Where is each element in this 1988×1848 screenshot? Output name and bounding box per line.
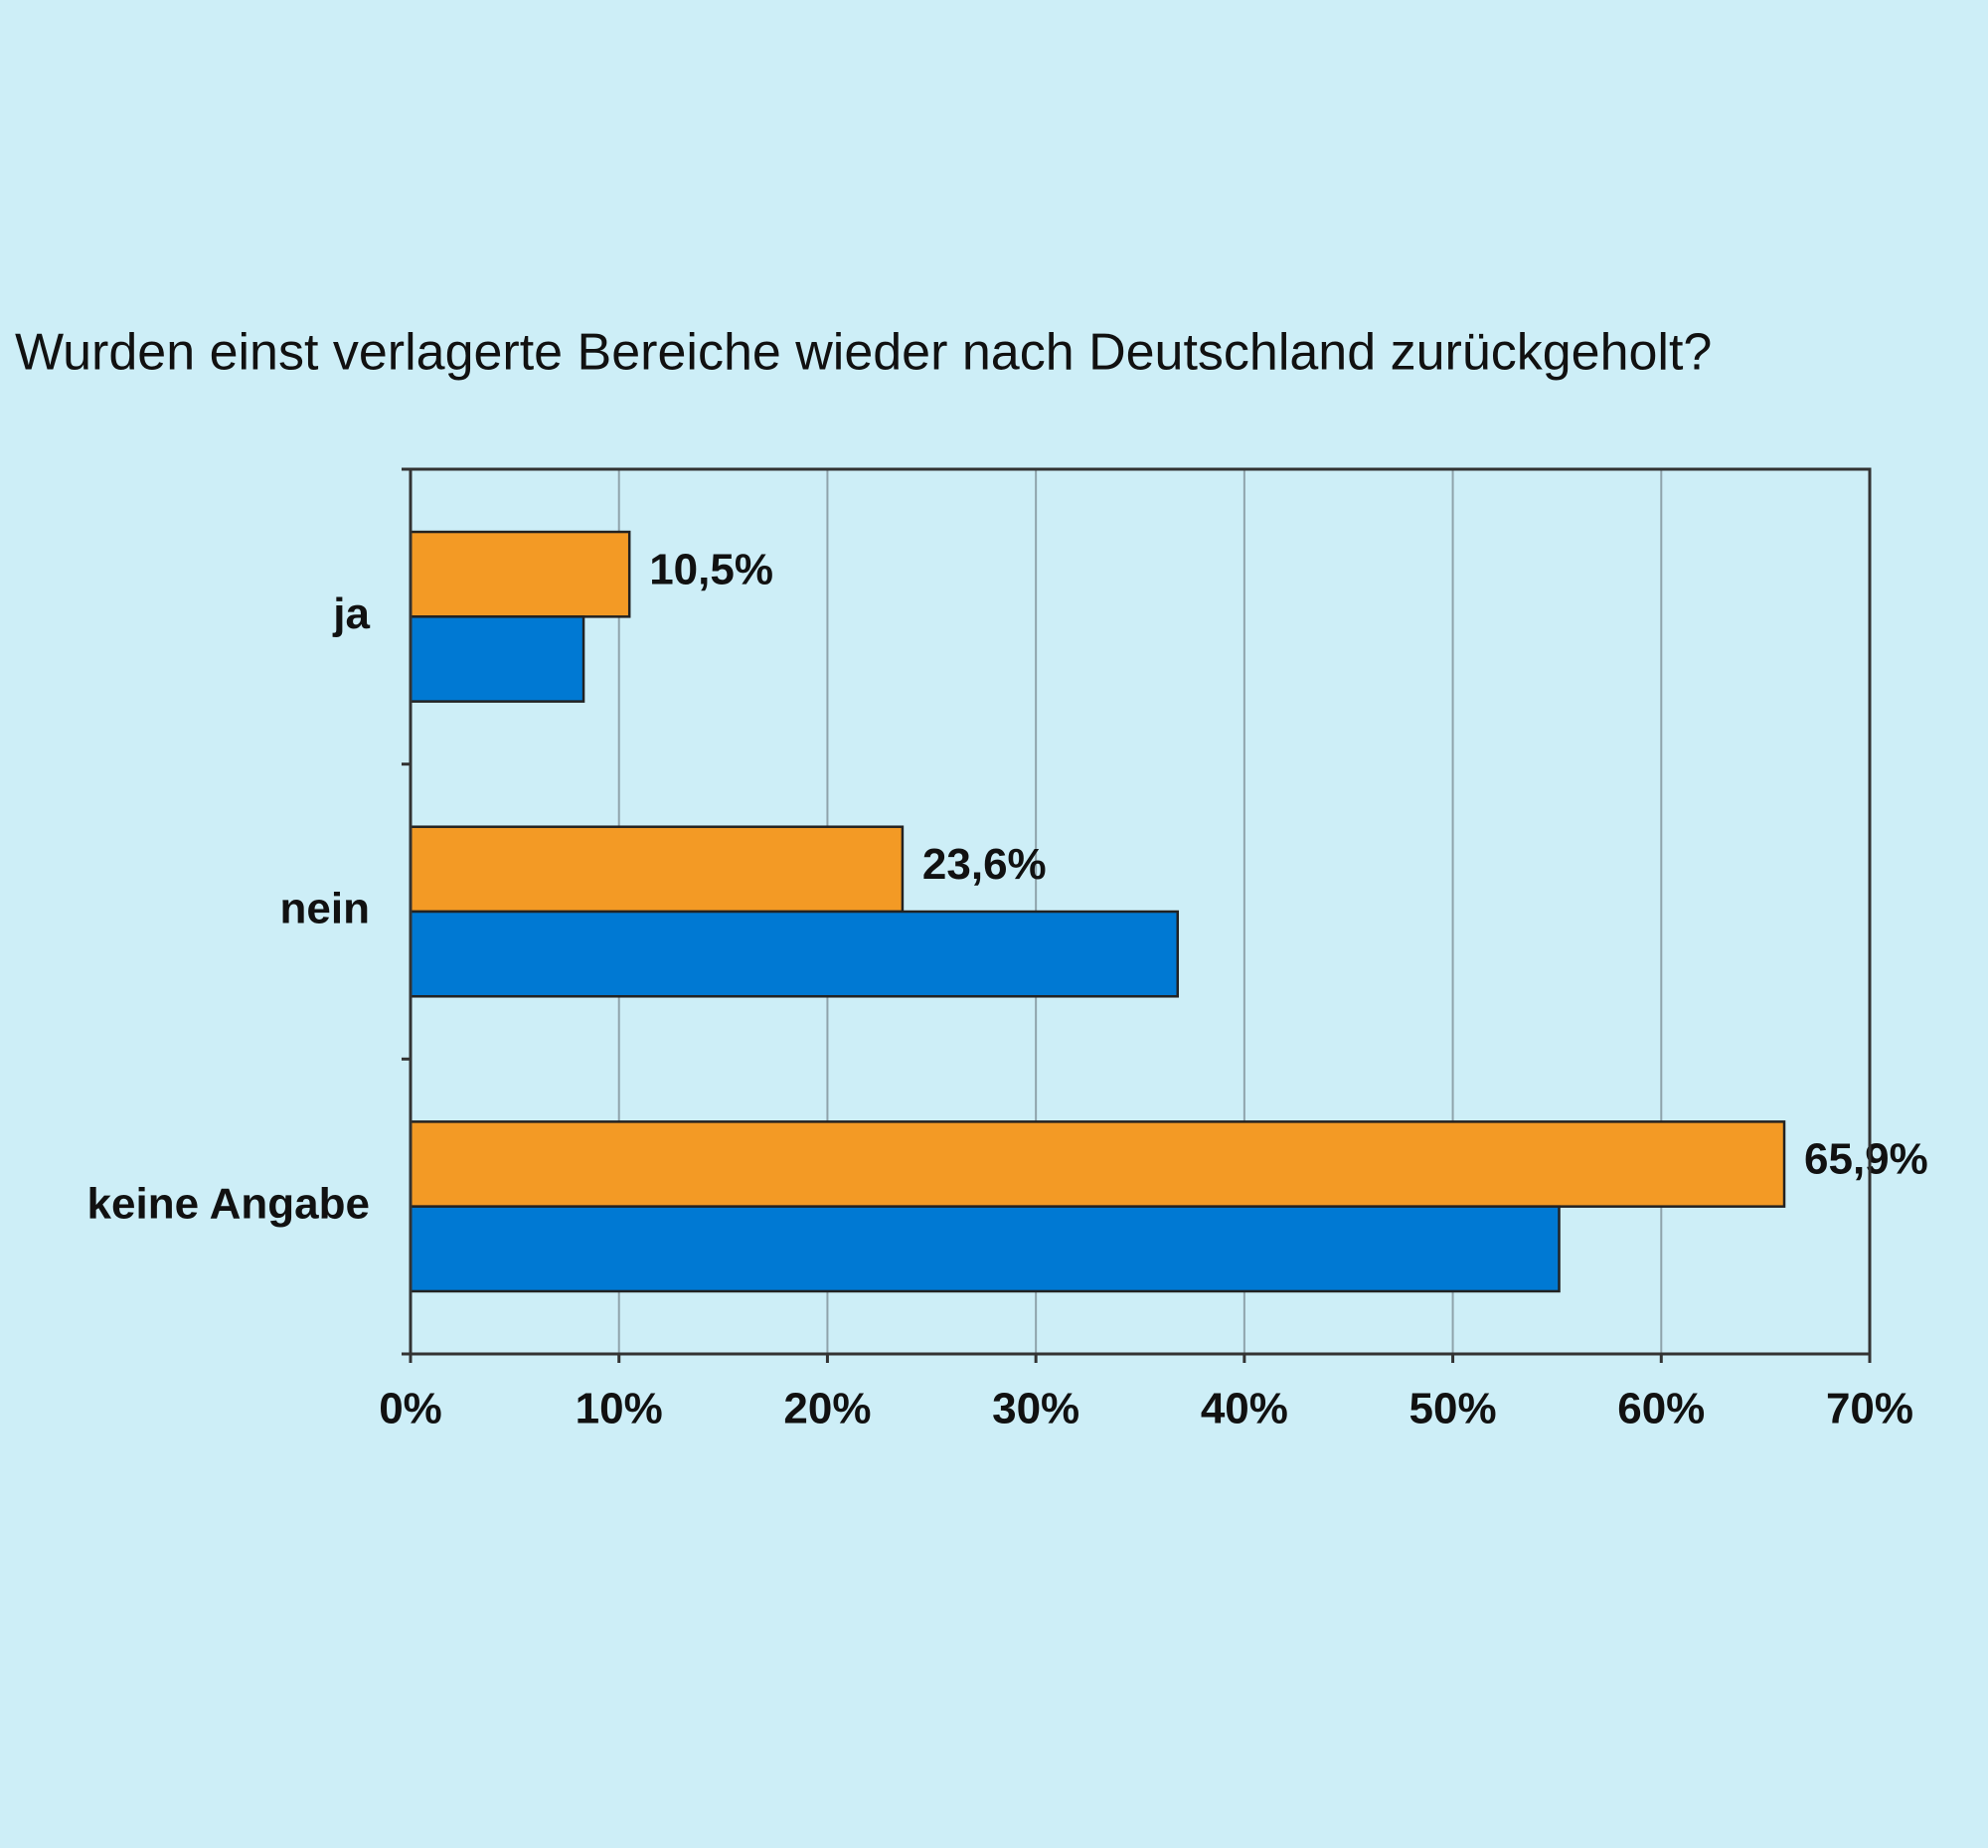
bar	[409, 910, 1179, 998]
y-tick-label: ja	[332, 589, 370, 638]
x-tick-label: 50%	[1409, 1385, 1497, 1433]
x-tick-label: 30%	[992, 1385, 1079, 1433]
x-tick-label: 40%	[1201, 1385, 1288, 1433]
y-tick-label: nein	[280, 885, 370, 933]
bar	[409, 615, 585, 703]
x-tick-label: 10%	[576, 1385, 663, 1433]
y-tick-label: keine Angabe	[87, 1179, 370, 1228]
chart-title: Wurden einst verlagerte Bereiche wieder …	[15, 324, 1712, 382]
x-tick-label: 70%	[1826, 1385, 1913, 1433]
bar	[409, 1120, 1786, 1208]
bar	[409, 1205, 1561, 1293]
value-label: 23,6%	[922, 840, 1047, 889]
bar	[409, 825, 905, 914]
x-tick-label: 0%	[379, 1385, 442, 1433]
bar	[409, 530, 631, 618]
x-tick-label: 60%	[1617, 1385, 1705, 1433]
value-label: 10,5%	[649, 545, 773, 593]
value-label: 65,9%	[1804, 1135, 1928, 1184]
x-tick-label: 20%	[783, 1385, 871, 1433]
plot-frame	[409, 467, 1872, 1356]
